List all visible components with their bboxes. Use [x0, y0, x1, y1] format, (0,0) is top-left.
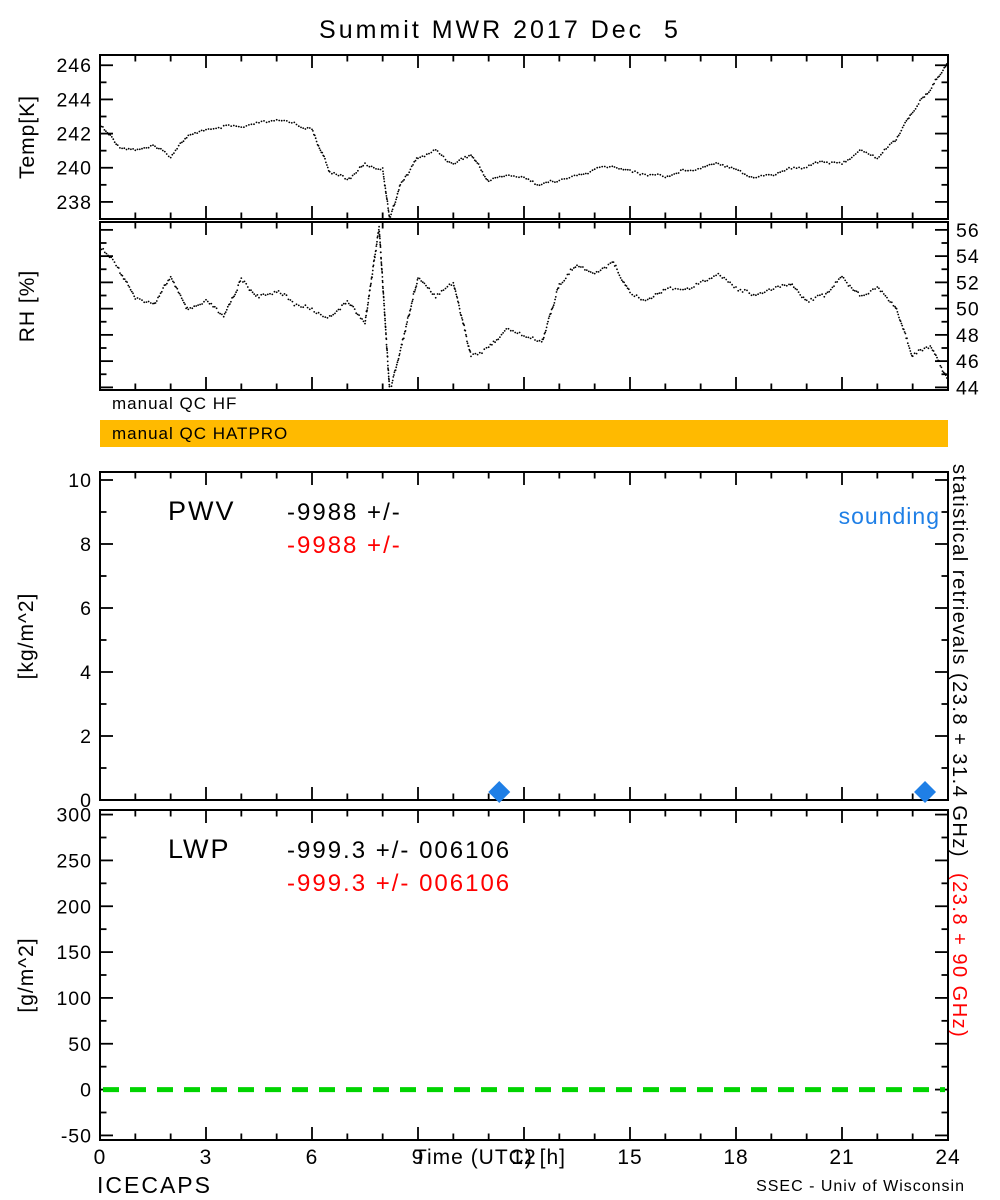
svg-text:46: 46 — [956, 351, 980, 373]
svg-text:44: 44 — [956, 377, 980, 399]
svg-text:15: 15 — [617, 1146, 642, 1169]
right-margin-caption-red: (23.8 + 90 GHz) — [948, 873, 970, 1039]
pwv-axis-label: [kg/m^2] — [15, 592, 38, 680]
sounding-marker — [488, 781, 511, 803]
pwv-panel-title: PWV — [168, 496, 236, 526]
x-axis-label: Time (UTC) [h] — [413, 1146, 567, 1169]
temp-axis-label: Temp[K] — [16, 94, 39, 180]
page-title: Summit MWR 2017 Dec 5 — [319, 16, 681, 44]
svg-text:0: 0 — [80, 1080, 92, 1102]
svg-text:3: 3 — [200, 1146, 213, 1169]
pwv-panel-frame: 0 2 4 6 8 10 — [68, 470, 949, 812]
rh-axis-label: RH [%] — [16, 269, 39, 343]
svg-text:12: 12 — [511, 1146, 536, 1169]
right-margin-caption: statistical retrievals (23.8 + 31.4 GHz)… — [948, 464, 970, 1039]
lwp-panel-frame: -50 0 50 100 150 200 250 300 — [56, 805, 949, 1147]
lwp-panel-title: LWP — [168, 834, 231, 864]
svg-text:54: 54 — [956, 246, 980, 268]
svg-text:0: 0 — [94, 1146, 107, 1169]
qc-hf-label: manual QC HF — [112, 394, 238, 413]
right-margin-caption-black: statistical retrievals (23.8 + 31.4 GHz) — [948, 464, 970, 859]
svg-text:100: 100 — [56, 988, 92, 1010]
svg-text:24: 24 — [935, 1146, 960, 1169]
x-axis-tick-labels: 0 3 6 9 12 15 18 21 24 — [94, 1146, 960, 1169]
sounding-legend-label: sounding — [838, 503, 940, 529]
pwv-value-black: -9988 +/- — [287, 499, 402, 526]
qc-hatpro-label: manual QC HATPRO — [112, 423, 289, 443]
svg-text:50: 50 — [956, 299, 980, 321]
svg-text:2: 2 — [80, 726, 92, 748]
footer-credit-label: SSEC - Univ of Wisconsin — [756, 1178, 965, 1195]
svg-text:4: 4 — [80, 662, 92, 684]
svg-text:246: 246 — [56, 55, 92, 77]
svg-text:52: 52 — [956, 272, 980, 294]
lwp-value-black: -999.3 +/- 006106 — [287, 837, 512, 864]
svg-text:56: 56 — [956, 220, 980, 242]
pwv-value-red: -9988 +/- — [287, 532, 402, 559]
svg-text:18: 18 — [723, 1146, 748, 1169]
svg-text:6: 6 — [306, 1146, 319, 1169]
rh-series — [101, 225, 947, 388]
svg-text:8: 8 — [80, 534, 92, 556]
qc-hatpro-bar: manual QC HATPRO — [100, 420, 948, 447]
svg-text:238: 238 — [56, 192, 92, 214]
svg-text:50: 50 — [68, 1034, 92, 1056]
svg-text:242: 242 — [56, 124, 92, 146]
svg-text:6: 6 — [80, 598, 92, 620]
svg-text:244: 244 — [56, 89, 92, 111]
rh-panel-frame: 44 46 48 50 52 54 56 — [99, 220, 980, 399]
svg-text:48: 48 — [956, 325, 980, 347]
svg-text:21: 21 — [829, 1146, 854, 1169]
svg-text:250: 250 — [56, 850, 92, 872]
sounding-markers — [488, 781, 937, 803]
svg-text:9: 9 — [412, 1146, 425, 1169]
svg-text:0: 0 — [80, 790, 92, 812]
lwp-axis-label: [g/m^2] — [15, 937, 38, 1013]
svg-text:240: 240 — [56, 158, 92, 180]
svg-text:150: 150 — [56, 942, 92, 964]
svg-text:300: 300 — [56, 805, 92, 827]
svg-text:200: 200 — [56, 896, 92, 918]
sounding-marker — [914, 781, 937, 803]
footer-project-label: ICECAPS — [97, 1172, 212, 1198]
svg-text:10: 10 — [68, 470, 92, 492]
temp-series — [101, 63, 947, 218]
lwp-value-red: -999.3 +/- 006106 — [287, 870, 512, 897]
temp-panel-frame: 238 240 242 244 246 — [56, 54, 949, 220]
svg-text:-50: -50 — [61, 1125, 92, 1147]
